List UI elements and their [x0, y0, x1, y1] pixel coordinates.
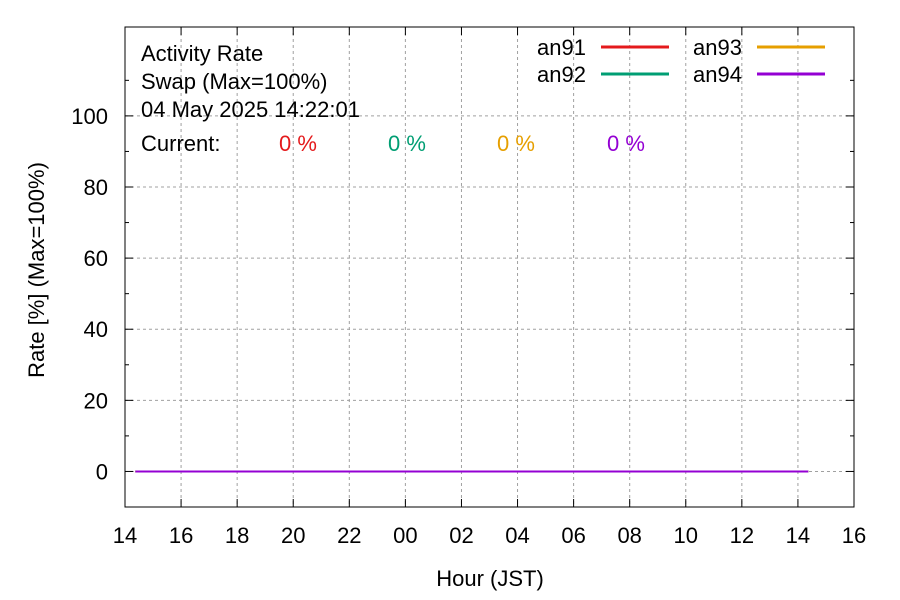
- legend-label-an94: an94: [693, 62, 742, 87]
- x-axis-label: Hour (JST): [436, 566, 544, 591]
- title-line-1: Activity Rate: [141, 41, 263, 66]
- plot-frame: [124, 26, 855, 508]
- x-tick-label: 14: [113, 523, 137, 548]
- y-tick-labels: 0 20 40 60 80 100: [71, 104, 108, 485]
- legend: an91 an92 an93 an94: [537, 35, 825, 87]
- current-value-an93: 0 %: [497, 131, 535, 156]
- y-tick-label: 80: [84, 175, 108, 200]
- x-tick-label: 10: [674, 523, 698, 548]
- title-line-2: Swap (Max=100%): [141, 69, 327, 94]
- y-tick-label: 60: [84, 246, 108, 271]
- current-value-an94: 0 %: [607, 131, 645, 156]
- current-value-an92: 0 %: [388, 131, 426, 156]
- x-tick-label: 22: [337, 523, 361, 548]
- x-tick-labels: 14 16 18 20 22 00 02 04 06 08 10 12 14 16: [113, 523, 866, 548]
- x-tick-label: 16: [842, 523, 866, 548]
- y-tick-label: 20: [84, 388, 108, 413]
- y-tick-label: 100: [71, 104, 108, 129]
- x-tick-label: 18: [225, 523, 249, 548]
- y-tick-label: 40: [84, 317, 108, 342]
- x-tick-label: 16: [169, 523, 193, 548]
- x-tick-label: 20: [281, 523, 305, 548]
- x-tick-label: 00: [393, 523, 417, 548]
- current-value-an91: 0 %: [279, 131, 317, 156]
- x-tick-label: 06: [561, 523, 585, 548]
- x-tick-label: 02: [449, 523, 473, 548]
- legend-label-an91: an91: [537, 35, 586, 60]
- legend-label-an92: an92: [537, 62, 586, 87]
- y-axis-label: Rate [%] (Max=100%): [24, 162, 49, 378]
- x-tick-label: 14: [786, 523, 810, 548]
- y-tick-label: 0: [96, 459, 108, 484]
- x-tick-label: 08: [617, 523, 641, 548]
- legend-label-an93: an93: [693, 35, 742, 60]
- x-tick-label: 04: [505, 523, 529, 548]
- x-tick-label: 12: [730, 523, 754, 548]
- title-line-3: 04 May 2025 14:22:01: [141, 97, 360, 122]
- current-label: Current:: [141, 131, 220, 156]
